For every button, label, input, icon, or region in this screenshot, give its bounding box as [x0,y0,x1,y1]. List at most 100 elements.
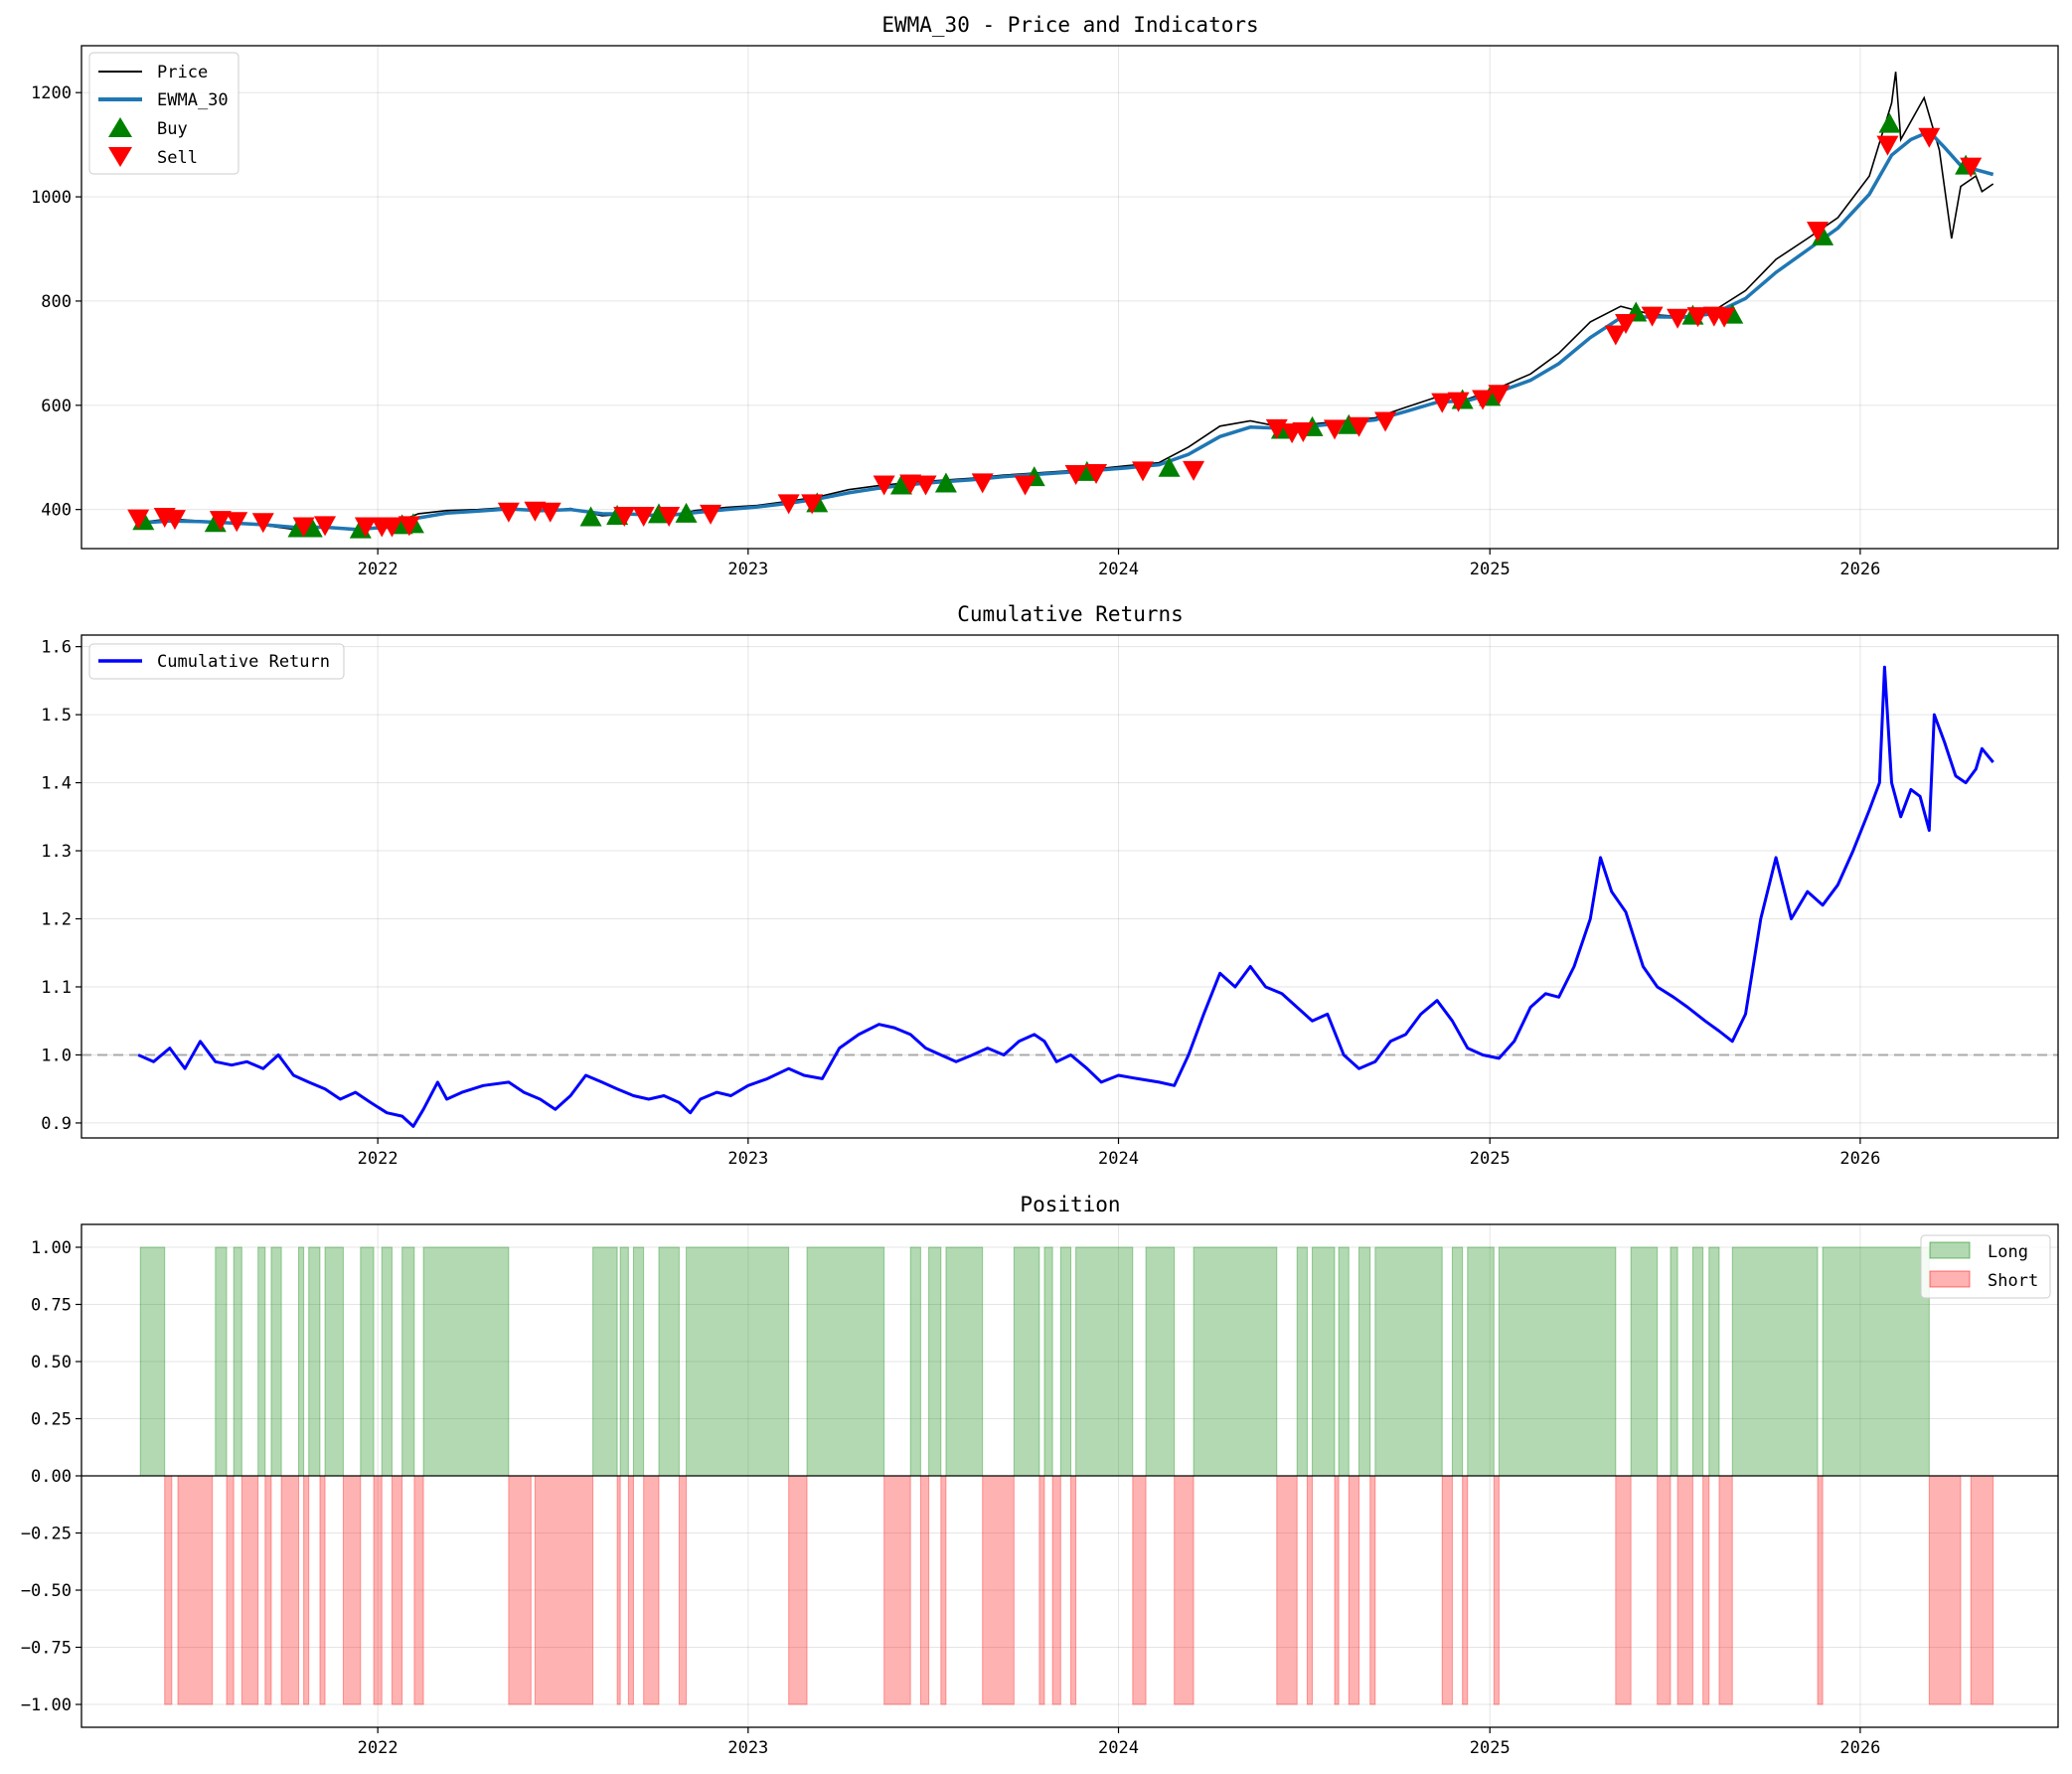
short-area [883,1475,911,1705]
sell-marker [226,512,248,533]
price-x-tick-label: 2024 [1098,560,1139,579]
sell-marker [292,517,315,538]
position-legend-long-label: Long [1988,1242,2028,1262]
short-area [508,1475,532,1705]
sell-marker [398,516,420,537]
price-y-tick-label: 1200 [31,83,72,103]
short-area [643,1475,660,1705]
short-area [616,1475,621,1705]
sell-marker [1132,461,1155,482]
long-area [1691,1246,1704,1477]
price-legend: Price EWMA_30 Buy Sell [88,52,239,175]
sell-marker [1014,475,1036,496]
long-area [215,1246,228,1477]
sell-marker [1615,313,1638,334]
short-area [1970,1475,1994,1705]
price-panel: EWMA_30 - Price and Indicators 2022 2023 2… [31,13,2059,579]
sell-marker [658,506,681,527]
price-legend-price-label: Price [157,63,208,82]
short-area [1334,1475,1340,1705]
sell-marker [127,509,150,530]
sell-marker [1064,465,1087,486]
short-area [1132,1475,1147,1705]
long-area [1312,1246,1336,1477]
long-area [1145,1246,1176,1477]
position-x-tick-label: 2026 [1839,1738,1880,1758]
price-y-tick-label: 400 [41,501,72,521]
short-area [1615,1475,1632,1705]
position-y-tick-label: 0.25 [31,1410,72,1430]
position-y-tick-label: −1.00 [21,1695,72,1715]
returns-y-tick-label: 1.2 [41,910,72,930]
short-area [1038,1475,1045,1705]
short-area [1817,1475,1824,1705]
long-area [1467,1246,1495,1477]
long-area [298,1246,305,1477]
short-area [1702,1475,1710,1705]
short-area [226,1475,235,1705]
position-panel-ticks: 2022 2023 2024 2025 2026 −1.00 −0.75 −0.50 −0.25… [21,1238,1881,1758]
price-y-tick-label: 800 [41,292,72,312]
sell-marker [899,474,922,495]
returns-y-tick-label: 0.9 [41,1114,72,1134]
sell-marker [1374,411,1397,432]
price-panel-title: EWMA_30 - Price and Indicators [881,13,1258,37]
long-area [1043,1246,1053,1477]
long-area [233,1246,242,1477]
sell-marker [1292,422,1315,443]
sell-marker [1604,325,1627,346]
price-x-tick-label: 2025 [1470,560,1511,579]
long-area [658,1246,680,1477]
buy-marker [934,472,957,493]
returns-x-tick-label: 2024 [1098,1149,1139,1169]
returns-y-tick-label: 1.3 [41,842,72,862]
sell-marker [314,516,337,537]
returns-x-tick-label: 2023 [727,1149,768,1169]
price-legend-buy-label: Buy [157,119,188,139]
price-y-tick-label: 1000 [31,188,72,208]
sell-marker [539,502,561,523]
returns-y-tick-label: 1.5 [41,706,72,726]
long-area [139,1246,166,1477]
returns-panel-ticks: 2022 2023 2024 2025 2026 0.9 1.0 1.1 1.2 1.3 1.4 1.… [41,638,1880,1169]
position-legend-short-label: Short [1988,1271,2038,1291]
short-area [1174,1475,1195,1705]
long-area [1670,1246,1678,1477]
sell-marker [497,502,520,523]
position-x-tick-label: 2022 [358,1738,398,1758]
short-area [1928,1475,1962,1705]
price-legend-box [88,52,239,175]
long-area [1451,1246,1464,1477]
buy-marker [1338,413,1360,434]
sell-marker [1431,393,1454,413]
sell-marker [700,504,722,525]
short-area [678,1475,688,1705]
price-x-tick-label: 2023 [727,560,768,579]
sell-marker [209,511,232,532]
price-y-tick-label: 600 [41,397,72,416]
sell-marker [1876,135,1899,156]
long-area [806,1246,885,1477]
long-area [360,1246,375,1477]
sell-marker [1807,222,1830,242]
buy-marker [890,474,913,495]
long-area [1059,1246,1072,1477]
sell-marker [777,494,800,515]
short-area [280,1475,300,1705]
sell-marker [1323,419,1346,440]
short-area [319,1475,326,1705]
returns-legend-box [88,643,345,680]
long-area [686,1246,790,1477]
long-area [1075,1246,1134,1477]
long-area [592,1246,618,1477]
returns-x-tick-label: 2025 [1470,1149,1511,1169]
long-area [1374,1246,1443,1477]
short-area [264,1475,272,1705]
short-area [627,1475,634,1705]
short-area [1441,1475,1453,1705]
sell-marker [801,494,824,515]
short-area [1657,1475,1672,1705]
position-legend-long-swatch [1929,1241,1971,1259]
